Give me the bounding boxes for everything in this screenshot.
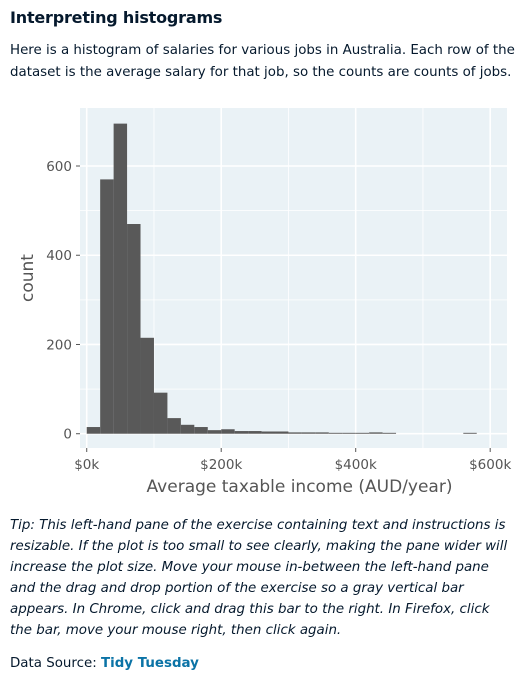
histogram-bar — [275, 431, 289, 434]
histogram-bar — [100, 179, 114, 434]
y-tick-label: 600 — [46, 159, 72, 175]
histogram-bar — [221, 429, 235, 434]
x-tick-label: $0k — [74, 457, 99, 473]
histogram-bar — [261, 431, 276, 434]
histogram-bar — [194, 427, 208, 434]
data-source-label: Data Source: — [10, 656, 101, 671]
y-tick-label: 0 — [63, 427, 72, 443]
tip-text: Tip: This left-hand pane of the exercise… — [10, 518, 508, 638]
histogram-bar — [113, 123, 128, 434]
data-source: Data Source: Tidy Tuesday — [10, 656, 199, 671]
y-tick-label: 200 — [46, 337, 72, 353]
tidy-tuesday-link[interactable]: Tidy Tuesday — [101, 656, 199, 671]
histogram-bar — [382, 432, 397, 434]
histogram-bar — [463, 432, 477, 434]
y-axis-label: count — [18, 254, 38, 302]
histogram-bar — [288, 432, 302, 434]
histogram-bar — [355, 432, 370, 434]
histogram-bar — [167, 418, 181, 434]
histogram-bar — [234, 431, 249, 434]
intro-text: Here is a histogram of salaries for vari… — [10, 43, 515, 80]
histogram-bar — [207, 430, 222, 434]
x-axis-label: Average taxable income (AUD/year) — [147, 477, 453, 497]
histogram-bar — [248, 431, 262, 434]
x-tick-label: $400k — [335, 457, 377, 473]
histogram-bar — [301, 432, 316, 434]
x-tick-label: $200k — [200, 457, 242, 473]
salary-histogram: 0 200 400 600 $0k $200k $400k $600k count Aver… — [18, 108, 511, 497]
histogram-bar — [153, 392, 168, 434]
histogram-bar — [315, 432, 329, 434]
page-title: Interpreting histograms — [10, 8, 223, 27]
histogram-bar — [342, 432, 356, 434]
x-tick-label: $600k — [469, 457, 511, 473]
histogram-bar — [328, 432, 343, 434]
histogram-bar — [86, 427, 101, 434]
histogram-bar — [127, 224, 141, 434]
y-tick-label: 400 — [46, 248, 72, 264]
histogram-bar — [140, 337, 154, 434]
histogram-bar — [180, 424, 195, 434]
histogram-bar — [369, 432, 383, 434]
